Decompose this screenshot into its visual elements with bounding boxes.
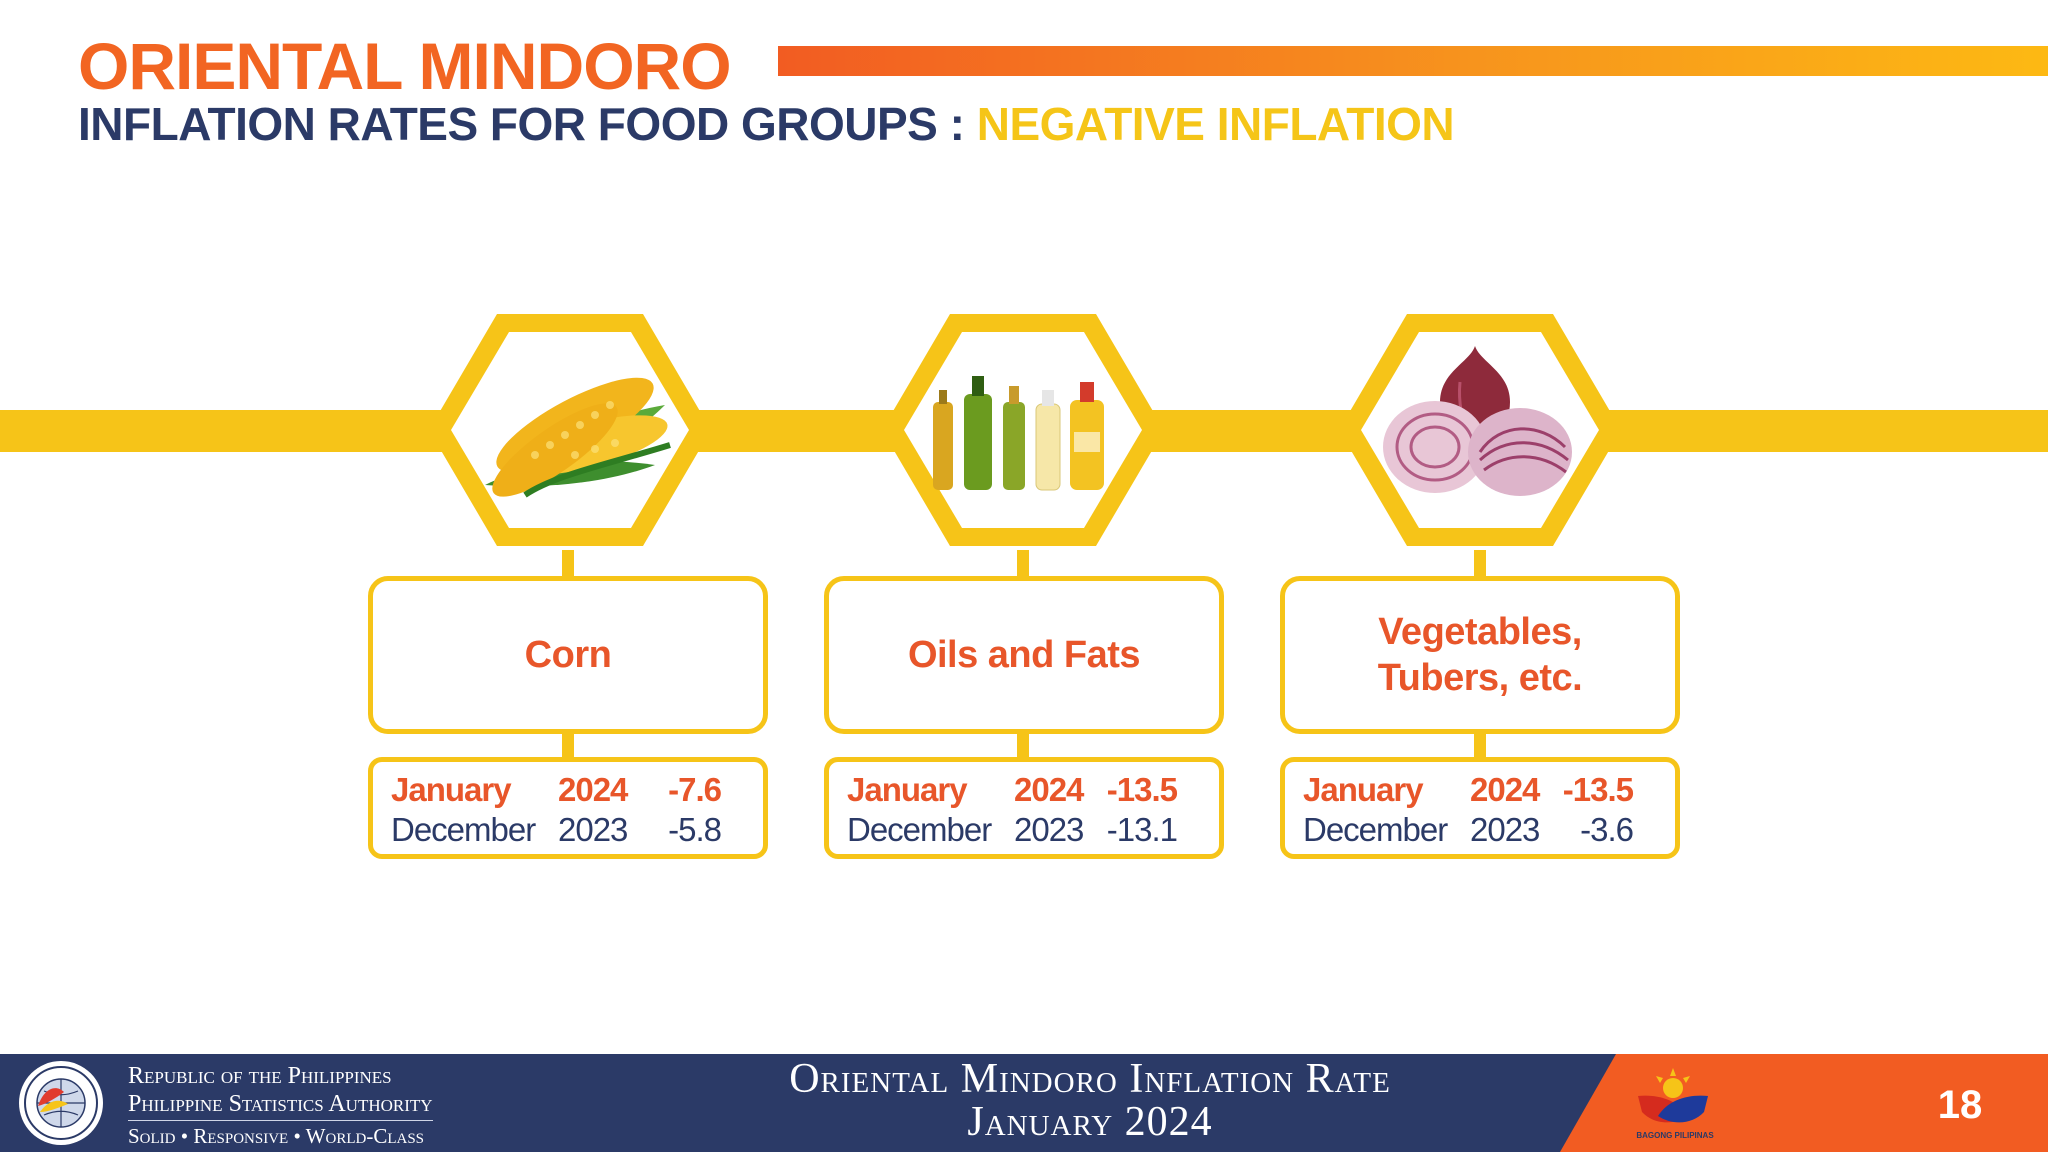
- rate-year: 2024: [558, 771, 628, 808]
- food-group-label: Oils and Fats: [907, 634, 1141, 676]
- rate-month: January: [847, 771, 968, 808]
- page-number: 18: [1937, 1083, 1983, 1127]
- rate-value: -13.1: [1106, 811, 1178, 848]
- rate-year: 2024: [1014, 771, 1084, 808]
- org-tagline: Solid • Responsive • World-Class: [128, 1124, 425, 1148]
- rate-box-oils: January 2024 -13.5 December 2023 -13.1: [824, 757, 1224, 859]
- rate-year: 2023: [558, 811, 628, 848]
- rate-month: December: [847, 811, 992, 848]
- title-accent-bar: [778, 46, 2048, 76]
- subtitle-main: INFLATION RATES FOR FOOD GROUPS :: [78, 98, 977, 150]
- subtitle-highlight: NEGATIVE INFLATION: [976, 98, 1455, 150]
- footer-report-title: Oriental Mindoro Inflation Rate January …: [640, 1058, 1540, 1144]
- food-group-card-oils: Oils and Fats: [824, 576, 1224, 734]
- connector-vegetables-2: [1474, 734, 1486, 760]
- rate-month: December: [1303, 811, 1448, 848]
- food-group-card-corn: Corn: [368, 576, 768, 734]
- connector-oils-1: [1017, 550, 1029, 580]
- bagong-pilipinas-text: BAGONG PILIPINAS: [1636, 1131, 1714, 1140]
- rate-value: -13.5: [1562, 771, 1634, 808]
- rate-box-corn: January 2024 -7.6 December 2023 -5.8: [368, 757, 768, 859]
- rate-box-vegetables: January 2024 -13.5 December 2023 -3.6: [1280, 757, 1680, 859]
- oil-bottles-icon: [933, 376, 1104, 491]
- report-title-line-1: Oriental Mindoro Inflation Rate: [789, 1056, 1391, 1102]
- rate-month: January: [391, 771, 512, 808]
- rate-value: -7.6: [668, 771, 722, 808]
- connector-corn-2: [562, 734, 574, 760]
- footer-bar: [0, 1054, 1650, 1152]
- onion-icon: [1383, 346, 1572, 496]
- page-title: ORIENTAL MINDORO: [78, 29, 732, 103]
- connector-vegetables-1: [1474, 550, 1486, 580]
- rate-year: 2023: [1470, 811, 1540, 848]
- rate-month: January: [1303, 771, 1424, 808]
- rate-row-previous: December 2023 -3.6: [1285, 810, 1675, 850]
- food-group-label: Corn: [524, 634, 612, 676]
- rate-year: 2023: [1014, 811, 1084, 848]
- food-group-card-vegetables: Vegetables, Tubers, etc.: [1280, 576, 1680, 734]
- org-line-2: Philippine Statistics Authority: [128, 1090, 433, 1121]
- rate-value: -5.8: [668, 811, 722, 848]
- rate-year: 2024: [1470, 771, 1540, 808]
- page-subtitle: INFLATION RATES FOR FOOD GROUPS : NEGATI…: [78, 96, 1455, 152]
- psa-seal-icon: [19, 1061, 103, 1145]
- rate-row-current: January 2024 -13.5: [829, 770, 1219, 810]
- food-group-label: Vegetables, Tubers, etc.: [1377, 611, 1583, 699]
- rate-row-previous: December 2023 -13.1: [829, 810, 1219, 850]
- corn-icon: [485, 377, 671, 498]
- bagong-pilipinas-logo-icon: [1638, 1068, 1708, 1123]
- rate-row-previous: December 2023 -5.8: [373, 810, 763, 850]
- rate-row-current: January 2024 -7.6: [373, 770, 763, 810]
- rate-value: -3.6: [1580, 811, 1634, 848]
- rate-row-current: January 2024 -13.5: [1285, 770, 1675, 810]
- report-title-line-2: January 2024: [967, 1099, 1213, 1145]
- rate-month: December: [391, 811, 536, 848]
- org-line-1: Republic of the Philippines: [128, 1063, 392, 1089]
- footer-organization: Republic of the Philippines Philippine S…: [128, 1062, 433, 1151]
- rate-value: -13.5: [1106, 771, 1178, 808]
- connector-corn-1: [562, 550, 574, 580]
- connector-oils-2: [1017, 734, 1029, 760]
